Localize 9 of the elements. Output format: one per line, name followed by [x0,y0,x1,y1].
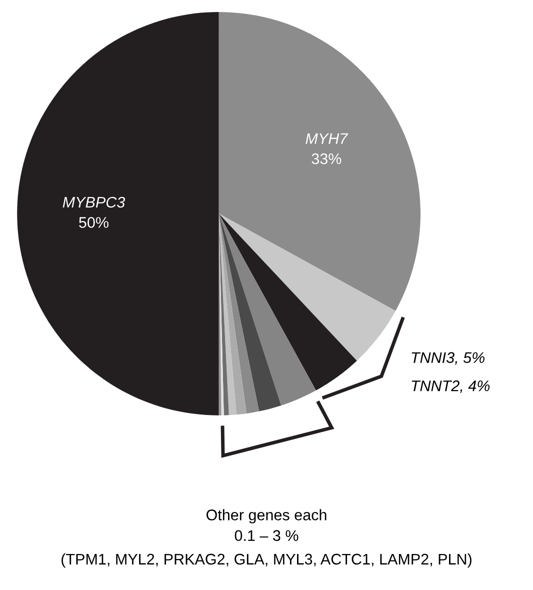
slice-label: MYBPC3 [62,196,126,208]
data-label: 50% [79,217,108,228]
text: 0.1 – 3 % [234,530,298,541]
text: Other genes each [206,509,326,524]
text: TNNI3, 5% [412,352,484,365]
text: TNNT2, 4% [412,380,490,394]
text: (TPM1, MYL2, PRKAG2, GLA, MYL3, ACTC1, LAMP2, PLN) [62,553,472,568]
data-label: 33% [312,153,342,164]
slice-label: MYH7 [306,133,348,144]
